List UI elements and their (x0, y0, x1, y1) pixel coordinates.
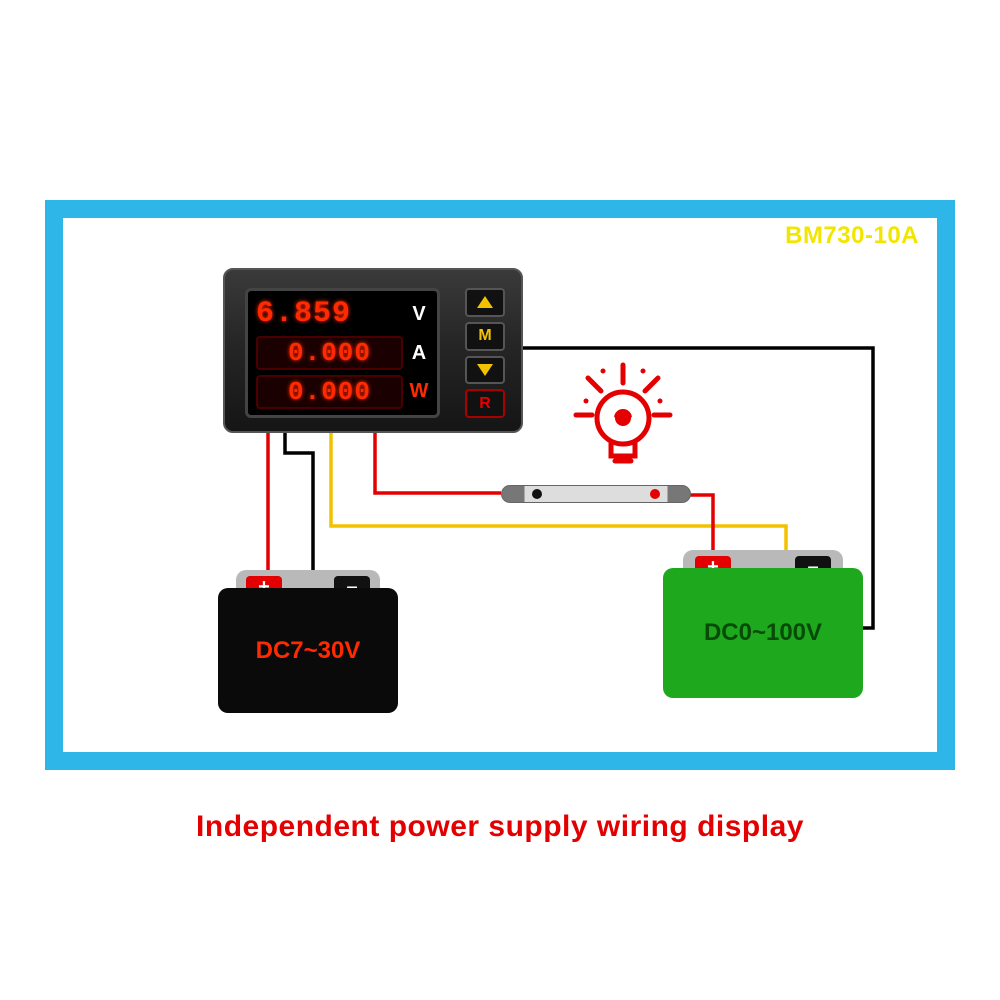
reset-button[interactable]: R (465, 389, 505, 418)
current-value: 0.000 (256, 336, 403, 370)
fuse-neg-dot (532, 489, 542, 499)
chevron-up-icon (477, 296, 493, 308)
display-row-current: 0.000 A (256, 336, 429, 371)
current-unit: A (409, 342, 429, 365)
display-row-power: 0.000 W (256, 374, 429, 409)
battery-main-label: DC0~100V (663, 568, 863, 698)
power-value: 0.000 (256, 375, 403, 409)
caption: Independent power supply wiring display (0, 810, 1000, 844)
battery-aux: + – DC7~30V (218, 588, 398, 713)
wire-fuse-to-main (687, 495, 713, 552)
battery-main: + – DC0~100V (663, 568, 863, 698)
bulb-icon (568, 353, 678, 473)
model-label: BM730-10A (785, 222, 919, 250)
wire-meter-to-fuse (375, 433, 501, 493)
down-button[interactable] (465, 356, 505, 385)
meter-display: 6.859 V 0.000 A 0.000 W (245, 288, 440, 418)
voltage-unit: V (409, 303, 429, 326)
fuse-pos-dot (650, 489, 660, 499)
voltage-value: 6.859 (256, 297, 403, 331)
up-button[interactable] (465, 288, 505, 317)
wire-aux-neg (285, 433, 313, 588)
battery-aux-label: DC7~30V (218, 588, 398, 713)
display-row-voltage: 6.859 V (256, 297, 429, 332)
chevron-down-icon (477, 364, 493, 376)
meter-buttons: M R (465, 288, 505, 418)
power-unit: W (409, 380, 429, 403)
fuse (501, 485, 691, 503)
diagram-frame: BM730-10A 6.859 V 0.000 A 0.000 (45, 200, 955, 770)
meter-module: 6.859 V 0.000 A 0.000 W M R (223, 268, 523, 433)
mode-button[interactable]: M (465, 322, 505, 351)
